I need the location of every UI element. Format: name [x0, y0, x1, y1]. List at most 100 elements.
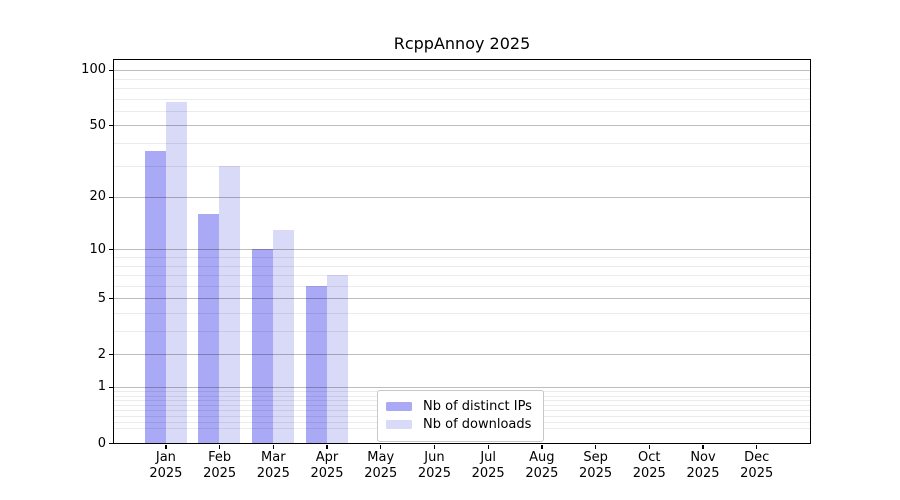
chart-title: RcppAnnoy 2025 [393, 34, 531, 53]
gridline-minor [113, 313, 810, 315]
gridline-major [113, 354, 810, 356]
bar-distinct-ips [198, 214, 220, 444]
x-tick-month: Jan [155, 450, 176, 465]
y-tick [109, 354, 114, 356]
x-tick-label: Aug 2025 [512, 450, 572, 482]
gridline-minor [113, 165, 810, 167]
x-tick-year: 2025 [256, 466, 290, 481]
x-tick-year: 2025 [471, 466, 505, 481]
x-tick-month: Jul [480, 450, 496, 465]
x-tick-month: Oct [638, 450, 661, 465]
x-tick-year: 2025 [203, 466, 237, 481]
gridline-minor [113, 257, 810, 259]
legend-label: Nb of downloads [423, 417, 532, 432]
x-tick-month: Sep [583, 450, 608, 465]
gridline-minor [113, 275, 810, 277]
y-tick [109, 442, 114, 445]
x-tick-month: Jun [424, 450, 445, 465]
legend: Nb of distinct IPs Nb of downloads [377, 390, 544, 442]
y-tick [109, 69, 114, 72]
bar-downloads [219, 165, 241, 444]
y-tick [109, 249, 114, 251]
gridline-minor [113, 88, 810, 90]
legend-label: Nb of distinct IPs [423, 399, 532, 414]
gridline-minor [113, 143, 810, 145]
x-tick-label: Apr 2025 [297, 450, 357, 482]
plot-area [112, 59, 811, 445]
x-tick-year: 2025 [632, 466, 666, 481]
gridline-major [113, 70, 810, 72]
x-tick-label: Mar 2025 [243, 450, 303, 482]
y-tick [109, 125, 114, 127]
y-tick-label: 2 [97, 346, 106, 362]
x-tick [594, 444, 597, 449]
x-tick-label: May 2025 [351, 450, 411, 482]
legend-swatch-distinct-ips [386, 401, 412, 412]
x-tick-month: Feb [208, 450, 232, 465]
x-tick-month: Apr [315, 450, 339, 465]
x-tick-month: Aug [529, 450, 555, 465]
y-tick-label: 5 [97, 290, 106, 306]
y-tick-label: 20 [89, 189, 106, 205]
x-tick-month: Nov [690, 450, 716, 465]
x-tick-label: Feb 2025 [190, 450, 250, 482]
x-tick [326, 444, 328, 449]
x-tick-year: 2025 [579, 466, 613, 481]
x-tick [380, 444, 382, 449]
x-tick-label: Sep 2025 [566, 450, 626, 482]
bar-downloads [273, 229, 294, 444]
x-tick-year: 2025 [310, 466, 344, 481]
x-tick [487, 444, 489, 449]
y-tick-label: 1 [97, 379, 106, 395]
legend-item-downloads: Nb of downloads [386, 416, 535, 433]
y-tick-label: 50 [89, 117, 106, 133]
x-tick-label: Jun 2025 [404, 450, 464, 482]
x-tick-year: 2025 [364, 466, 398, 481]
bar-distinct-ips [252, 249, 273, 444]
x-tick [218, 444, 221, 449]
x-tick-month: Dec [744, 450, 770, 465]
gridline-major [113, 387, 810, 389]
bar-downloads [326, 275, 348, 444]
y-tick [109, 298, 114, 300]
legend-item-distinct-ips: Nb of distinct IPs [386, 398, 535, 415]
gridline-minor [113, 98, 810, 100]
gridline-major [113, 125, 810, 127]
y-tick-label: 10 [89, 241, 106, 257]
x-tick [541, 444, 543, 449]
gridline-minor [113, 285, 810, 287]
x-tick-year: 2025 [525, 466, 559, 481]
x-tick-year: 2025 [686, 466, 720, 481]
x-tick-month: May [367, 450, 395, 465]
gridline-major [113, 249, 810, 251]
x-tick [272, 444, 274, 449]
y-tick [109, 196, 114, 199]
x-tick-label: Oct 2025 [619, 450, 679, 482]
x-tick-year: 2025 [740, 466, 774, 481]
y-tick-label: 0 [97, 435, 106, 451]
x-tick-label: Jan 2025 [136, 450, 196, 482]
bar-downloads [165, 102, 187, 444]
bar-distinct-ips [144, 151, 166, 444]
x-tick [433, 444, 436, 449]
x-tick-label: Dec 2025 [727, 450, 787, 482]
y-tick [109, 386, 114, 389]
x-tick [702, 444, 704, 449]
gridline-minor [113, 110, 810, 112]
x-tick [165, 444, 167, 449]
gridline-major [113, 197, 810, 199]
x-tick-label: Nov 2025 [673, 450, 733, 482]
gridline-minor [113, 265, 810, 267]
x-tick-year: 2025 [149, 466, 183, 481]
bar-distinct-ips [305, 285, 327, 444]
legend-swatch-downloads [386, 419, 412, 430]
gridline-minor [113, 331, 810, 333]
x-tick-year: 2025 [417, 466, 451, 481]
y-tick-label: 100 [81, 62, 106, 78]
x-tick-month: Mar [261, 450, 286, 465]
x-tick [648, 444, 650, 449]
gridline-major [113, 298, 810, 300]
x-tick [756, 444, 758, 449]
x-tick-label: Jul 2025 [458, 450, 518, 482]
